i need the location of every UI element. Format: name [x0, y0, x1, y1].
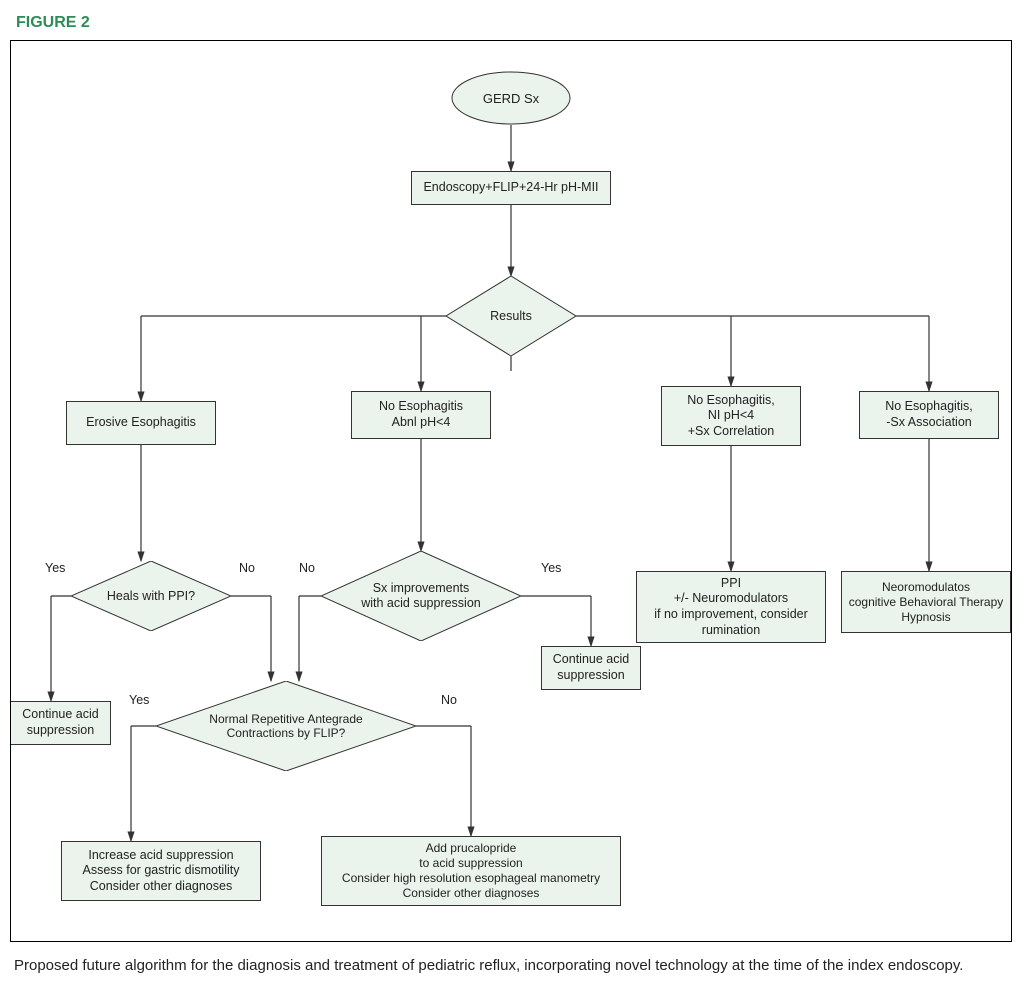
- node-noeso-abnl-label: No Esophagitis Abnl pH<4: [379, 399, 463, 430]
- node-heals: Heals with PPI?: [71, 561, 231, 631]
- node-noeso-neg: No Esophagitis, -Sx Association: [859, 391, 999, 439]
- node-neuromod: Neoromodulatos cognitive Behavioral Ther…: [841, 571, 1011, 633]
- node-ppi-neuro: PPI +/- Neuromodulators if no improvemen…: [636, 571, 826, 643]
- node-start-label: GERD Sx: [451, 71, 571, 125]
- node-ppi-neuro-label: PPI +/- Neuromodulators if no improvemen…: [654, 576, 808, 639]
- node-cont1: Continue acid suppression: [11, 701, 111, 745]
- label-flip-no: No: [441, 693, 457, 707]
- node-erosive: Erosive Esophagitis: [66, 401, 216, 445]
- node-increase-label: Increase acid suppression Assess for gas…: [83, 848, 240, 895]
- label-sximp-yes: Yes: [541, 561, 561, 575]
- label-heals-no: No: [239, 561, 255, 575]
- node-proc: Endoscopy+FLIP+24-Hr pH-MII: [411, 171, 611, 205]
- node-noeso-abnl: No Esophagitis Abnl pH<4: [351, 391, 491, 439]
- node-cont2: Continue acid suppression: [541, 646, 641, 690]
- node-results: Results: [446, 276, 576, 356]
- node-erosive-label: Erosive Esophagitis: [86, 415, 196, 431]
- node-increase: Increase acid suppression Assess for gas…: [61, 841, 261, 901]
- node-noeso-neg-label: No Esophagitis, -Sx Association: [885, 399, 973, 430]
- node-cont1-label: Continue acid suppression: [22, 707, 98, 738]
- label-flip-yes: Yes: [129, 693, 149, 707]
- node-noeso-nl-label: No Esophagitis, NI pH<4 +Sx Correlation: [687, 393, 775, 440]
- node-heals-label: Heals with PPI?: [71, 561, 231, 631]
- node-prucal-label: Add prucalopride to acid suppression Con…: [342, 841, 600, 901]
- node-results-label: Results: [446, 276, 576, 356]
- node-sximp-label: Sx improvements with acid suppression: [321, 551, 521, 641]
- node-flip: Normal Repetitive Antegrade Contractions…: [156, 681, 416, 771]
- node-prucal: Add prucalopride to acid suppression Con…: [321, 836, 621, 906]
- label-heals-yes: Yes: [45, 561, 65, 575]
- node-sximp: Sx improvements with acid suppression: [321, 551, 521, 641]
- figure-caption: Proposed future algorithm for the diagno…: [14, 956, 1010, 976]
- node-cont2-label: Continue acid suppression: [553, 652, 629, 683]
- label-sximp-no: No: [299, 561, 315, 575]
- node-noeso-nl: No Esophagitis, NI pH<4 +Sx Correlation: [661, 386, 801, 446]
- node-start: GERD Sx: [451, 71, 571, 125]
- node-flip-label: Normal Repetitive Antegrade Contractions…: [156, 681, 416, 771]
- node-neuromod-label: Neoromodulatos cognitive Behavioral Ther…: [849, 580, 1004, 625]
- node-proc-label: Endoscopy+FLIP+24-Hr pH-MII: [423, 180, 598, 196]
- flowchart-canvas: GERD Sx Endoscopy+FLIP+24-Hr pH-MII Resu…: [10, 40, 1012, 942]
- figure-title: FIGURE 2: [16, 14, 1014, 32]
